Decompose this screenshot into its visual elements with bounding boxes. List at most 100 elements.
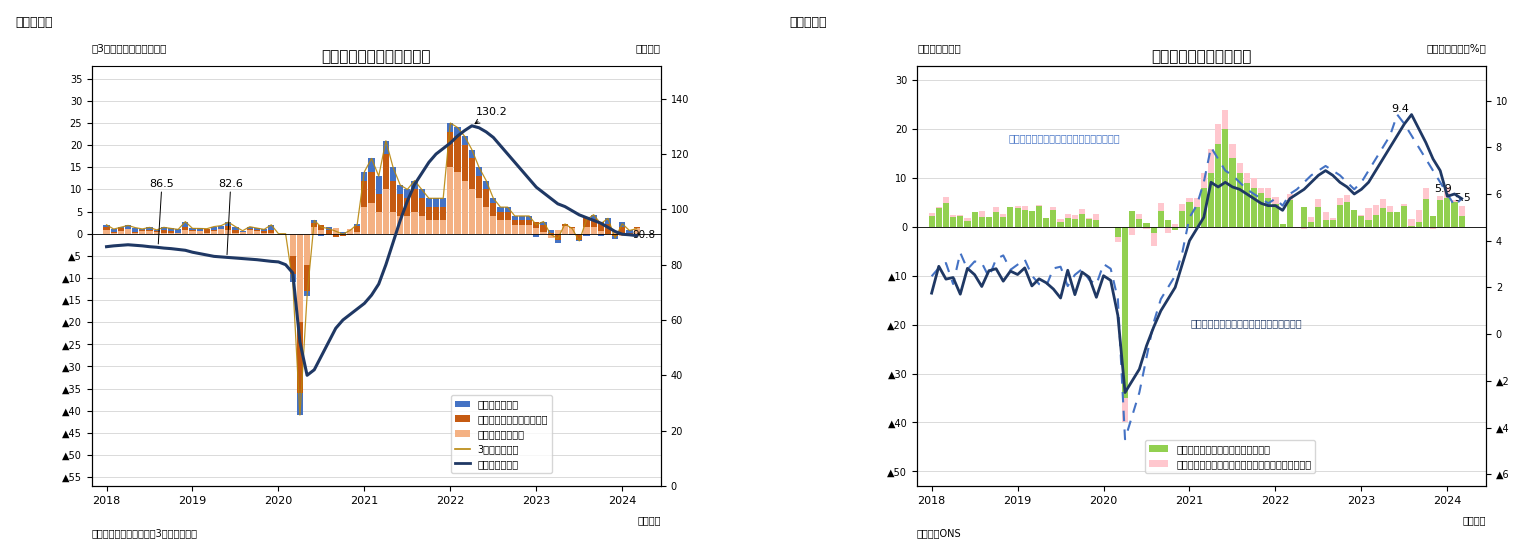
Bar (1158, 211, 1164, 227)
Bar (182, 227, 188, 230)
Bar (987, 217, 993, 227)
Bar (547, 234, 553, 238)
Bar (348, 229, 354, 234)
Title: 求人数の変化（要因分解）: 求人数の変化（要因分解） (322, 49, 430, 64)
Bar (455, 136, 461, 172)
Bar (1215, 124, 1221, 144)
Bar (404, 216, 411, 234)
Bar (383, 189, 389, 234)
Bar (418, 216, 424, 234)
Text: 82.6: 82.6 (218, 179, 244, 254)
Bar (1337, 205, 1344, 227)
Bar (469, 158, 475, 189)
Bar (1223, 110, 1229, 129)
Bar (412, 189, 418, 211)
Bar (118, 228, 124, 231)
Bar (260, 229, 267, 230)
Bar (1094, 215, 1100, 219)
Bar (1265, 188, 1272, 198)
Bar (490, 203, 496, 216)
Bar (993, 206, 999, 212)
Bar (418, 198, 424, 216)
Bar (426, 198, 432, 207)
Bar (1229, 158, 1235, 227)
Bar (1265, 198, 1272, 227)
Bar (1207, 173, 1213, 227)
Bar (1295, 227, 1301, 228)
Bar (1215, 144, 1221, 227)
Bar (1121, 398, 1128, 423)
Bar (1051, 210, 1057, 227)
Bar (1121, 227, 1128, 398)
Bar (391, 167, 397, 181)
Bar (254, 230, 260, 232)
Text: 90.8: 90.8 (633, 230, 656, 240)
Bar (233, 230, 239, 233)
Bar (1172, 224, 1178, 227)
Bar (1258, 193, 1264, 227)
Bar (340, 235, 346, 236)
Bar (434, 198, 440, 207)
Bar (584, 234, 590, 236)
Bar (613, 233, 619, 234)
Bar (455, 127, 461, 136)
Bar (311, 221, 317, 223)
Bar (568, 234, 574, 235)
Bar (483, 181, 489, 189)
Bar (504, 211, 510, 221)
Bar (1380, 209, 1386, 227)
Text: 130.2: 130.2 (475, 108, 509, 123)
Bar (1301, 207, 1307, 227)
Bar (254, 228, 260, 230)
Bar (211, 230, 218, 232)
Bar (319, 234, 325, 236)
Bar (498, 211, 504, 221)
Bar (340, 234, 346, 235)
Text: 月あたり給与（平均値）の伸び率（右軸）: 月あたり給与（平均値）の伸び率（右軸） (1008, 133, 1120, 143)
Bar (490, 198, 496, 203)
Bar (469, 150, 475, 158)
Bar (1000, 214, 1007, 217)
Bar (440, 221, 446, 234)
Bar (1273, 197, 1279, 204)
Text: 月あたり給与（中央値）の伸び率（右軸）: 月あたり給与（中央値）の伸び率（右軸） (1190, 318, 1302, 328)
Bar (1380, 199, 1386, 209)
Bar (1000, 217, 1007, 227)
Bar (525, 221, 532, 225)
Bar (397, 194, 403, 216)
Bar (555, 240, 561, 243)
Bar (404, 189, 411, 198)
Bar (104, 225, 110, 227)
Bar (247, 230, 253, 234)
Bar (169, 228, 175, 232)
Bar (247, 229, 253, 230)
Bar (1351, 227, 1357, 228)
Bar (132, 232, 138, 233)
Bar (1236, 163, 1242, 173)
Bar (584, 227, 590, 234)
Bar (1445, 187, 1451, 199)
Bar (126, 229, 132, 234)
Bar (1164, 220, 1170, 227)
Bar (1416, 210, 1422, 222)
Bar (461, 145, 467, 181)
Bar (190, 228, 196, 230)
Bar (512, 216, 518, 221)
Bar (311, 223, 317, 227)
Bar (447, 167, 453, 234)
Bar (211, 227, 218, 230)
Bar (153, 231, 159, 232)
Bar (1229, 144, 1235, 158)
Bar (1458, 216, 1465, 227)
Bar (1365, 219, 1371, 227)
Bar (1330, 217, 1336, 220)
Bar (1244, 183, 1250, 227)
Bar (434, 207, 440, 221)
Bar (1301, 227, 1307, 229)
Bar (950, 217, 956, 227)
Bar (627, 233, 633, 234)
Bar (1458, 205, 1465, 216)
Bar (1373, 215, 1379, 227)
Legend: 給与所得者の前月差（その他産業）, 給与所得者の前月差（居住・飲食・芸術・娯楽業）: 給与所得者の前月差（その他産業）, 給与所得者の前月差（居住・飲食・芸術・娯楽業… (1144, 440, 1314, 473)
Bar (555, 234, 561, 240)
